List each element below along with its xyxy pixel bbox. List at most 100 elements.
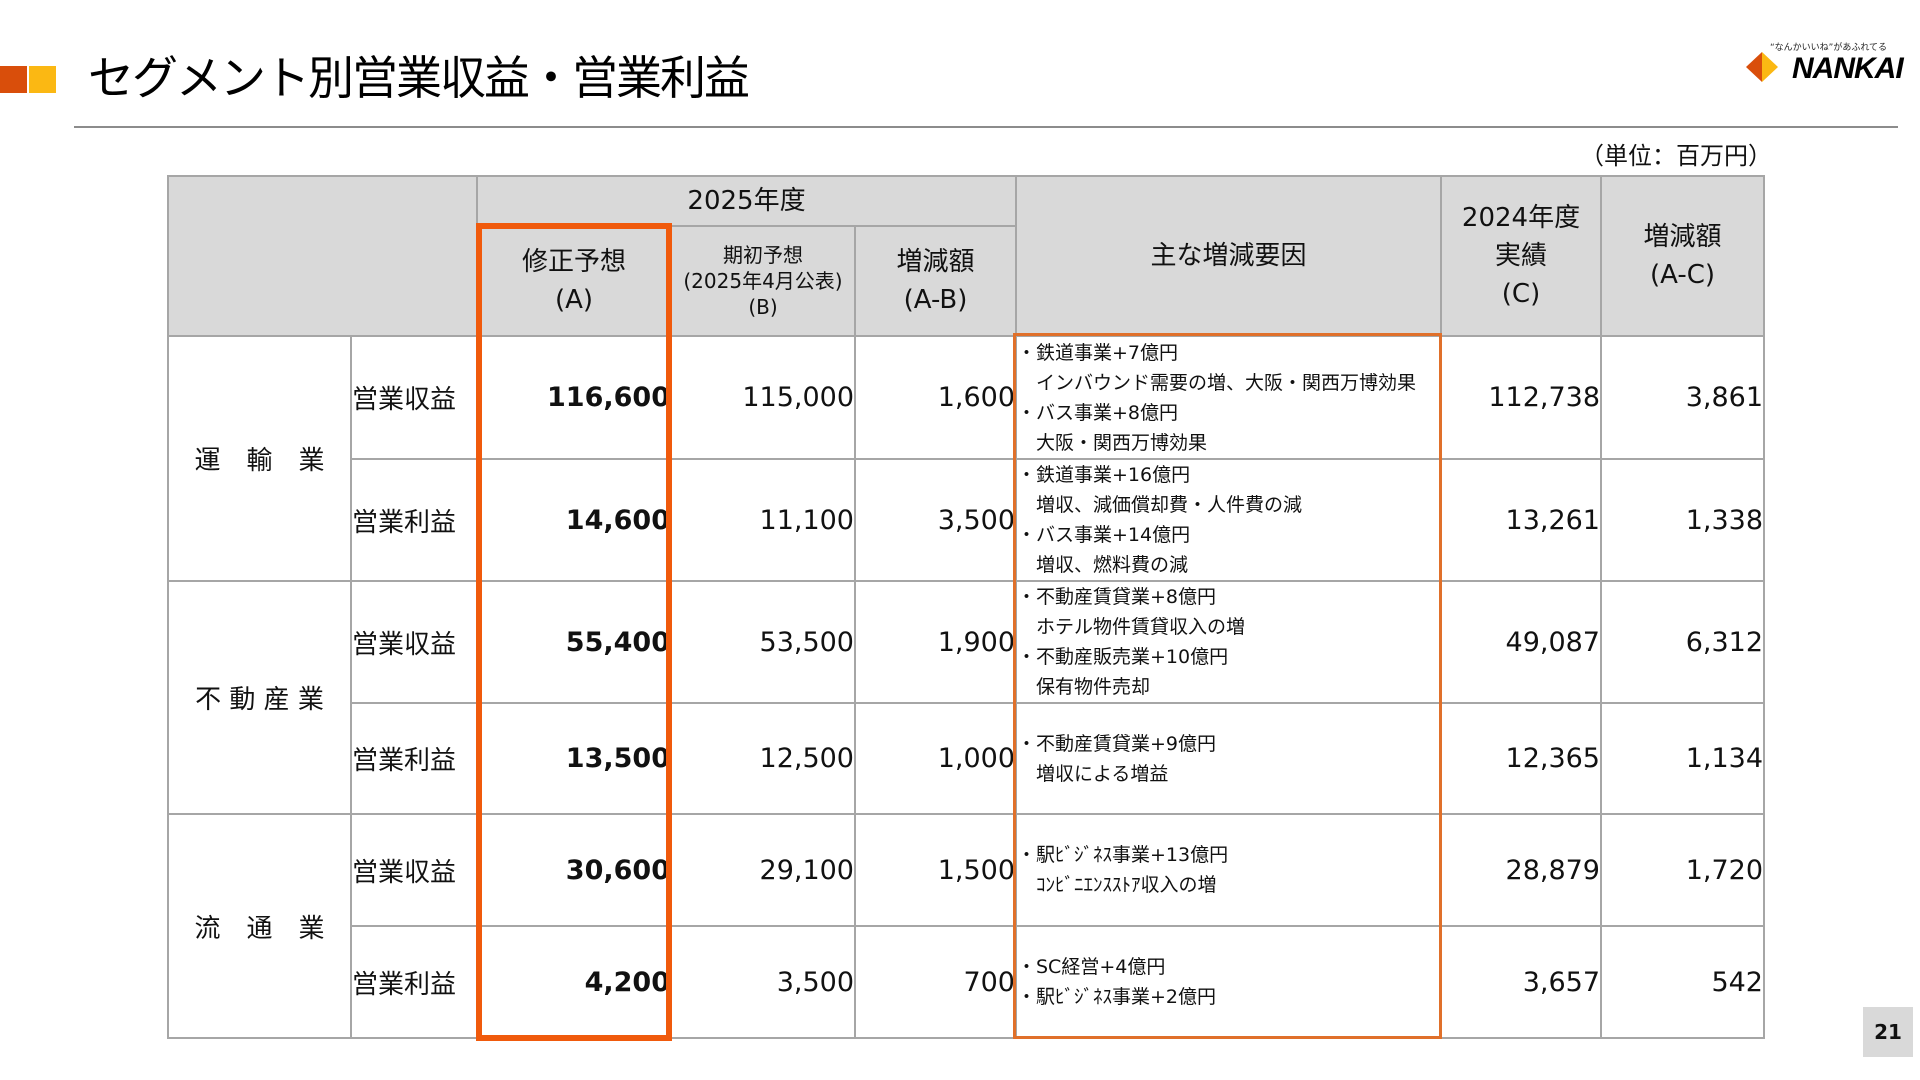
title-accent-square-orange <box>0 66 27 93</box>
table-row: 不 動 産 業 営業収益 55,400 53,500 1,900 ・不動産賃貸業… <box>167 580 1765 815</box>
header-fy2024: 2024年度 実績 (C) <box>1440 175 1602 337</box>
header-diff-ac-line1: 増減額 <box>1643 222 1722 252</box>
segment-table: 2025年度 主な増減要因 2024年度 実績 (C) 増減額 (A-C) 修正… <box>167 175 1765 1039</box>
initial-b: 29,100 <box>670 813 856 927</box>
diff-ab: 1,500 <box>854 813 1017 927</box>
title-accent-square-yellow <box>29 66 56 93</box>
page-title: セグメント別営業収益・営業利益 <box>88 51 750 105</box>
revised-a: 30,600 <box>476 813 672 927</box>
header-diff-ab-line2: (A-B) <box>903 285 968 315</box>
header-fy2024-line3: (C) <box>1501 279 1541 309</box>
diff-ab: 1,000 <box>854 702 1017 815</box>
factor-line: ・SC経営+4億円 <box>1017 956 1166 978</box>
factor-line: ｺﾝﾋﾞﾆｴﾝｽｽﾄｱ収入の増 <box>1017 874 1217 896</box>
factor-line: ・鉄道事業+16億円 <box>1017 464 1191 486</box>
factors: ・鉄道事業+16億円 増収、減価償却費・人件費の減 ・バス事業+14億円 増収、… <box>1015 458 1442 582</box>
fy2024-c: 49,087 <box>1440 580 1602 704</box>
diff-ac: 6,312 <box>1600 580 1765 704</box>
header-revised-line1: 修正予想 <box>521 247 626 277</box>
diff-ab: 700 <box>854 925 1017 1039</box>
header-diff-ab-line1: 増減額 <box>896 247 975 277</box>
initial-b: 3,500 <box>670 925 856 1039</box>
segment-name: 不 動 産 業 <box>167 580 352 815</box>
factor-line: 大阪・関西万博効果 <box>1017 431 1208 454</box>
diff-ab: 3,500 <box>854 458 1017 582</box>
nankai-logo-mark-icon <box>1746 52 1778 82</box>
factor-line: ・不動産賃貸業+8億円 <box>1017 586 1217 608</box>
segment-name: 運 輸 業 <box>167 335 352 582</box>
factor-line: ・バス事業+8億円 <box>1017 401 1179 424</box>
metric-label: 営業収益 <box>350 335 478 460</box>
initial-b: 12,500 <box>670 702 856 815</box>
fy2024-c: 12,365 <box>1440 702 1602 815</box>
factor-line: 保有物件売却 <box>1017 676 1151 698</box>
title-divider <box>74 126 1898 128</box>
table-row: 営業利益 14,600 11,100 3,500 ・鉄道事業+16億円 増収、減… <box>168 458 1765 582</box>
factor-line: 増収、燃料費の減 <box>1017 554 1189 576</box>
revised-a: 4,200 <box>476 925 672 1039</box>
header-initial-line3: (B) <box>748 295 778 319</box>
factor-line: 増収、減価償却費・人件費の減 <box>1017 494 1303 516</box>
fy2024-c: 13,261 <box>1440 458 1602 582</box>
segment-name: 流 通 業 <box>167 813 352 1039</box>
metric-label: 営業収益 <box>350 813 478 927</box>
metric-label: 営業利益 <box>350 458 478 582</box>
diff-ab: 1,900 <box>854 580 1017 704</box>
header-diff-ac: 増減額 (A-C) <box>1600 175 1765 337</box>
initial-b: 11,100 <box>670 458 856 582</box>
factors: ・不動産賃貸業+8億円 ホテル物件賃貸収入の増 ・不動産販売業+10億円 保有物… <box>1015 580 1442 704</box>
factors: ・駅ﾋﾞｼﾞﾈｽ事業+13億円 ｺﾝﾋﾞﾆｴﾝｽｽﾄｱ収入の増 <box>1015 813 1442 927</box>
diff-ac: 542 <box>1600 925 1765 1039</box>
header-initial: 期初予想 (2025年4月公表) (B) <box>670 225 856 337</box>
header-corner <box>167 175 478 337</box>
table-row: 運 輸 業 営業収益 116,600 115,000 1,600 ・鉄道事業+7… <box>167 335 1765 582</box>
diff-ab: 1,600 <box>854 335 1017 460</box>
revised-a: 13,500 <box>476 702 672 815</box>
factors: ・鉄道事業+7億円 インバウンド需要の増、大阪・関西万博効果 ・バス事業+8億円… <box>1015 335 1442 460</box>
diff-ac: 1,338 <box>1600 458 1765 582</box>
header-revised-line2: (A) <box>554 285 594 315</box>
diff-ac: 1,720 <box>1600 813 1765 927</box>
metric-label: 営業利益 <box>350 702 478 815</box>
header-diff-ab: 増減額 (A-B) <box>854 225 1017 337</box>
logo-tagline: “なんかいいね”があふれてる <box>1770 43 1888 53</box>
unit-note: （単位：百万円） <box>1580 142 1772 170</box>
factor-line: インバウンド需要の増、大阪・関西万博効果 <box>1017 371 1417 394</box>
revised-a: 55,400 <box>476 580 672 704</box>
initial-b: 115,000 <box>670 335 856 460</box>
revised-a: 116,600 <box>476 335 672 460</box>
diff-ac: 1,134 <box>1600 702 1765 815</box>
factor-line: ・バス事業+14億円 <box>1017 524 1191 546</box>
page-number: 21 <box>1863 1007 1913 1057</box>
header-fy2024-line2: 実績 <box>1494 241 1547 271</box>
fy2024-c: 28,879 <box>1440 813 1602 927</box>
header-fy2025: 2025年度 <box>476 175 1017 227</box>
logo-wordmark: NANKAI <box>1792 52 1904 85</box>
factors: ・SC経営+4億円 ・駅ﾋﾞｼﾞﾈｽ事業+2億円 <box>1015 925 1442 1039</box>
table-row: 流 通 業 営業収益 30,600 29,100 1,500 ・駅ﾋﾞｼﾞﾈｽ事… <box>167 813 1765 1039</box>
header-initial-line2: (2025年4月公表) <box>683 269 843 293</box>
table-row: 営業利益 4,200 3,500 700 ・SC経営+4億円 ・駅ﾋﾞｼﾞﾈｽ事… <box>168 925 1765 1039</box>
factor-line: ・不動産賃貸業+9億円 <box>1017 732 1217 755</box>
metric-label: 営業利益 <box>350 925 478 1039</box>
initial-b: 53,500 <box>670 580 856 704</box>
metric-label: 営業収益 <box>350 580 478 704</box>
header-row-2: 修正予想 (A) 期初予想 (2025年4月公表) (B) 増減額 (A-B) <box>168 225 1764 337</box>
header-factors: 主な増減要因 <box>1015 175 1442 337</box>
header-fy2024-line1: 2024年度 <box>1461 203 1581 233</box>
diff-ac: 3,861 <box>1600 335 1765 460</box>
header-diff-ac-line2: (A-C) <box>1649 260 1716 290</box>
header-row-1: 2025年度 主な増減要因 2024年度 実績 (C) 増減額 (A-C) <box>167 175 1765 337</box>
header-initial-line1: 期初予想 <box>723 243 803 267</box>
factor-line: ・鉄道事業+7億円 <box>1017 341 1179 364</box>
header-revised: 修正予想 (A) <box>476 225 672 337</box>
factor-line: ホテル物件賃貸収入の増 <box>1017 616 1246 638</box>
factor-line: ・駅ﾋﾞｼﾞﾈｽ事業+2億円 <box>1017 986 1217 1008</box>
fy2024-c: 112,738 <box>1440 335 1602 460</box>
revised-a: 14,600 <box>476 458 672 582</box>
factor-line: ・不動産販売業+10億円 <box>1017 646 1229 668</box>
table-row: 営業利益 13,500 12,500 1,000 ・不動産賃貸業+9億円 増収に… <box>168 702 1765 815</box>
factor-line: ・駅ﾋﾞｼﾞﾈｽ事業+13億円 <box>1017 844 1229 866</box>
factors: ・不動産賃貸業+9億円 増収による増益 <box>1015 702 1442 815</box>
fy2024-c: 3,657 <box>1440 925 1602 1039</box>
